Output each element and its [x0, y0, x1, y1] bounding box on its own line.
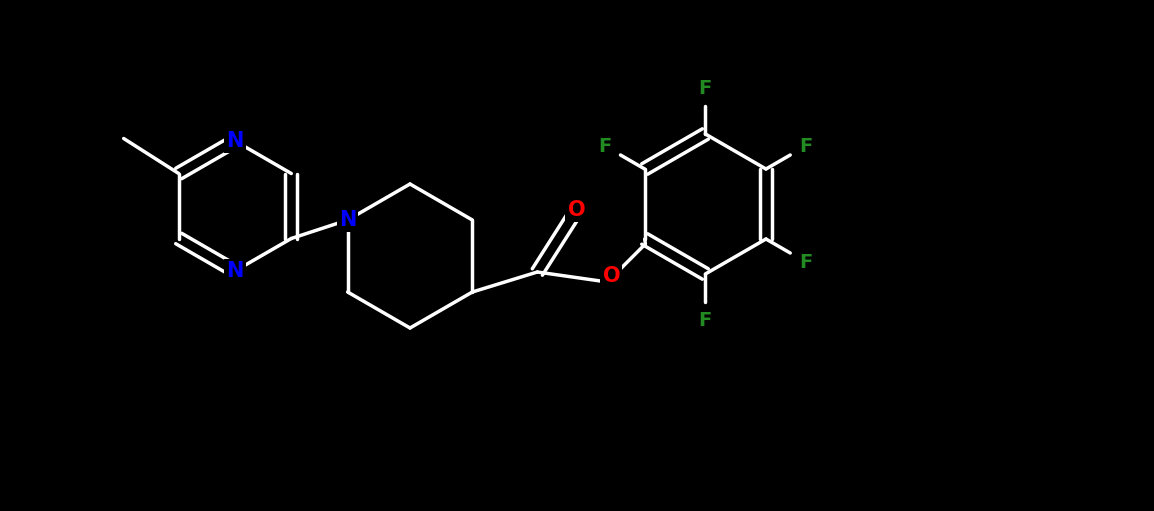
Text: N: N — [339, 210, 357, 230]
Text: F: F — [698, 311, 712, 330]
Text: O: O — [602, 266, 620, 286]
Text: F: F — [698, 79, 712, 98]
Text: N: N — [226, 131, 243, 151]
Text: O: O — [568, 200, 585, 220]
Text: F: F — [598, 136, 612, 155]
Text: F: F — [800, 136, 812, 155]
Text: N: N — [226, 261, 243, 281]
Text: F: F — [800, 252, 812, 271]
